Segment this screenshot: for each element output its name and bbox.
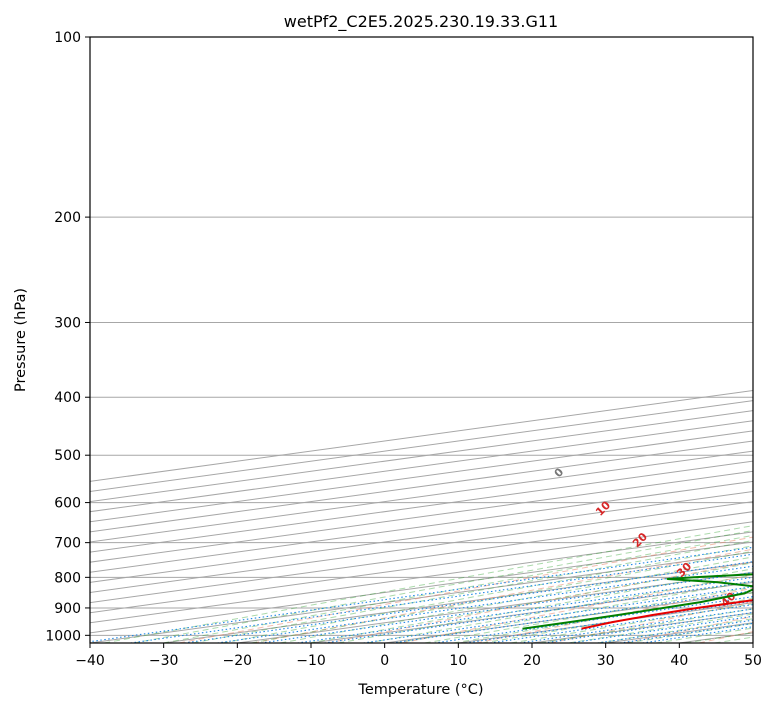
- isotherm: [90, 490, 753, 583]
- moist-adiabat: [221, 545, 753, 643]
- mixing-ratio-line: [543, 611, 753, 643]
- isotherm: [90, 511, 753, 604]
- mixing-ratio-line: [217, 565, 753, 643]
- chart-title: wetPf2_C2E5.2025.230.19.33.G11: [284, 12, 558, 32]
- background-lines: [90, 37, 753, 643]
- x-tick-label: 0: [380, 653, 389, 669]
- moist-adiabat: [251, 550, 753, 643]
- isotherm: [90, 480, 753, 573]
- x-tick-label: −40: [75, 653, 105, 669]
- x-tick-label: −20: [223, 653, 253, 669]
- x-tick-label: 40: [670, 653, 688, 669]
- isotherm: [90, 501, 753, 593]
- dry-adiabat: [178, 536, 753, 643]
- x-tick-label: 10: [449, 653, 467, 669]
- x-tick-label: 30: [597, 653, 615, 669]
- plot-frame: [89, 36, 754, 644]
- sounding-traces: [522, 573, 753, 630]
- moist-adiabat: [338, 568, 753, 643]
- y-tick-label: 100: [54, 30, 81, 46]
- isotherm: [90, 470, 753, 563]
- x-tick-label: −10: [296, 653, 326, 669]
- isotherm: [90, 531, 753, 624]
- mixing-ratio-line: [184, 561, 753, 643]
- x-tick-label: 20: [523, 653, 541, 669]
- y-tick-label: 1000: [45, 628, 81, 644]
- moist-adiabat: [424, 586, 753, 643]
- mixing-ratio-line: [519, 608, 753, 643]
- mixing-ratio-line: [90, 546, 753, 643]
- x-axis-label: Temperature (°C): [357, 682, 483, 698]
- isotherm: [90, 460, 753, 553]
- axis-ticks: −40 −30 −20 −10 0 10 20 30 40 50 100 200 300 400 500 60…: [45, 30, 762, 669]
- x-tick-label: 50: [744, 653, 762, 669]
- y-tick-label: 500: [54, 448, 81, 464]
- mixing-ratio-line: [130, 553, 753, 643]
- y-tick-label: 900: [54, 601, 81, 617]
- y-axis-label: Pressure (hPa): [13, 288, 29, 392]
- isotherm: [90, 521, 753, 614]
- mixing-ratio-line: [490, 604, 753, 643]
- y-tick-label: 800: [54, 570, 81, 586]
- moist-adiabat: [163, 534, 753, 643]
- y-tick-label: 600: [54, 496, 81, 512]
- y-tick-label: 400: [54, 390, 81, 406]
- mixing-ratio-line: [570, 615, 753, 643]
- moist-adiabat: [280, 556, 753, 643]
- y-tick-label: 200: [54, 210, 81, 226]
- dewpoint-trace: [522, 573, 753, 630]
- x-tick-label: −30: [149, 653, 179, 669]
- moist-adiabat: [104, 525, 753, 643]
- y-tick-label: 300: [54, 315, 81, 331]
- y-tick-label: 700: [54, 536, 81, 552]
